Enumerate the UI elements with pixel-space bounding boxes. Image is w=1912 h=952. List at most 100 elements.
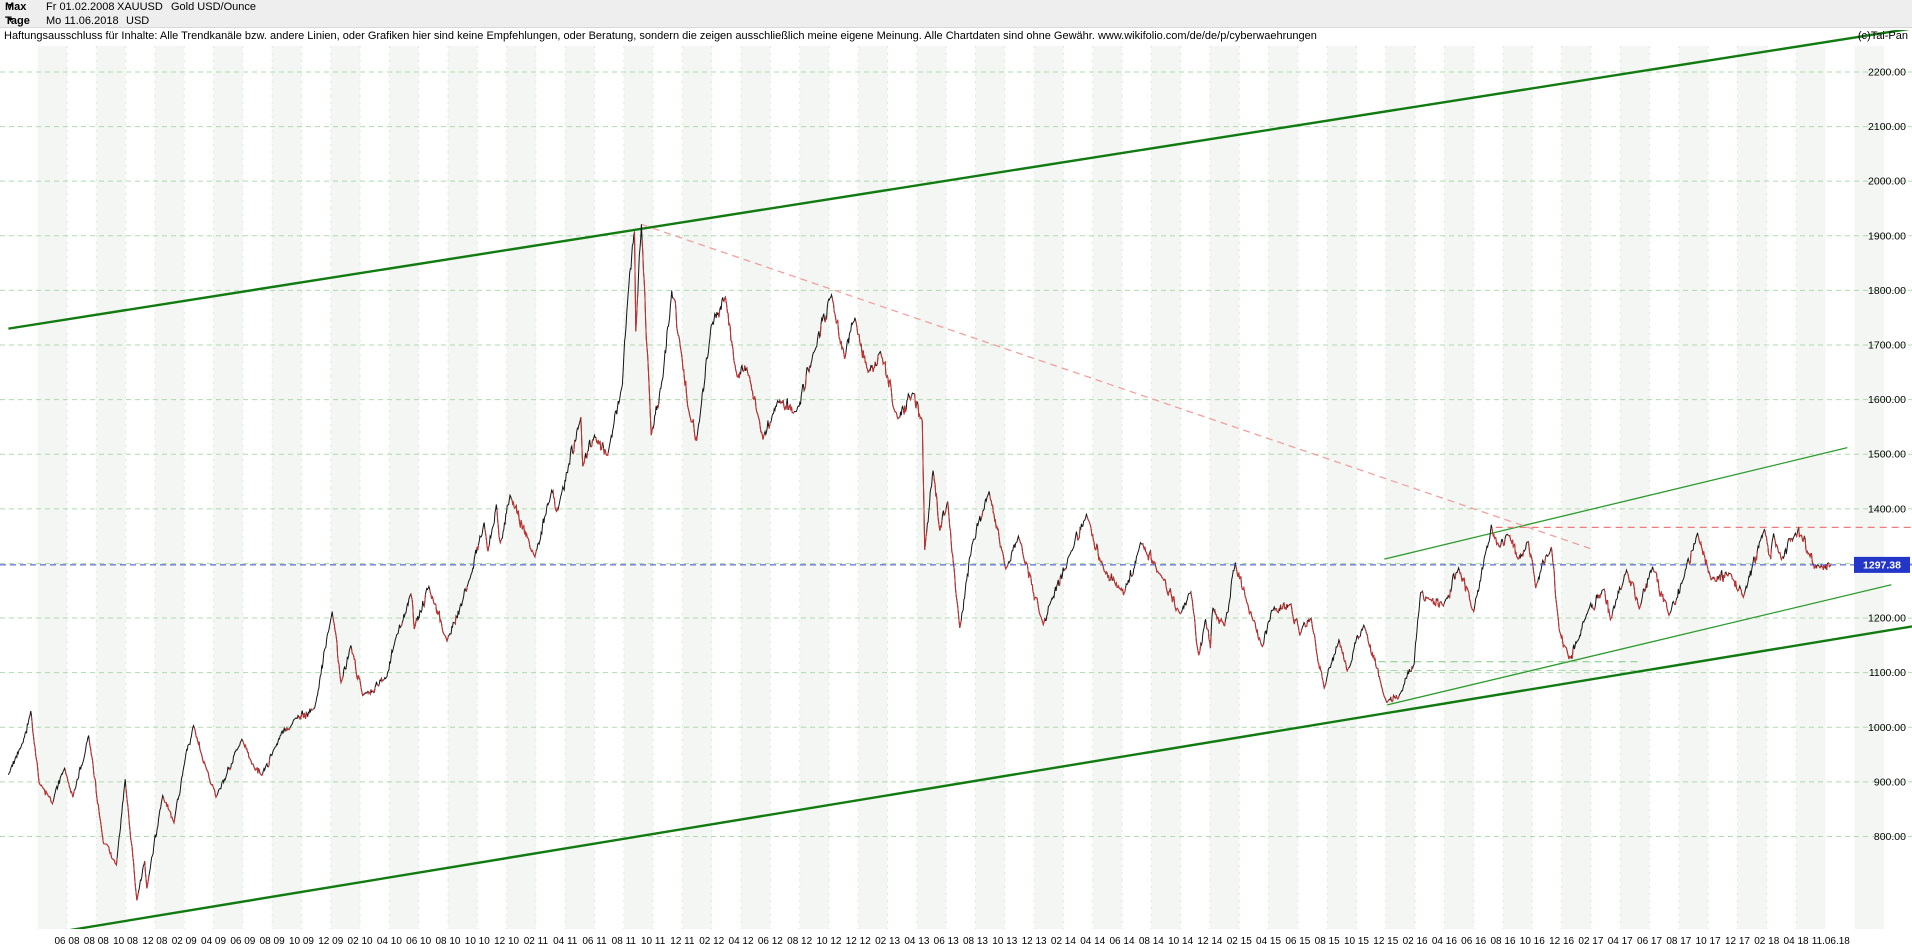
x-axis-label: 08 09 bbox=[260, 936, 285, 947]
x-axis-label: 06 12 bbox=[758, 936, 783, 947]
x-axis-label: 06 09 bbox=[230, 936, 255, 947]
instrument-name: Gold USD/Ounce bbox=[171, 1, 256, 13]
x-axis-label: 10 14 bbox=[1168, 936, 1193, 947]
x-axis-label: 08 16 bbox=[1490, 936, 1515, 947]
disclaimer-row: Haftungsausschluss für Inhalte: Alle Tre… bbox=[0, 28, 1912, 46]
copyright-label: (c)Tai-Pan bbox=[1857, 30, 1908, 42]
x-axis-label: 08 14 bbox=[1139, 936, 1164, 947]
trendline-rising-support-2016 bbox=[1387, 584, 1892, 706]
x-axis-label: 02 17 bbox=[1578, 936, 1603, 947]
x-axis-label: 12 11 bbox=[670, 936, 695, 947]
x-axis-label: 12 12 bbox=[846, 936, 871, 947]
x-axis-label: 10 17 bbox=[1696, 936, 1721, 947]
x-axis-label: 02 16 bbox=[1403, 936, 1428, 947]
x-axis-label: 12 09 bbox=[318, 936, 343, 947]
range-label: Max bbox=[5, 1, 27, 13]
price-series-down bbox=[31, 231, 1832, 901]
x-axis-label: 02 11 bbox=[524, 936, 549, 947]
start-date-field[interactable]: Fr 01.02.2008 bbox=[46, 1, 115, 13]
y-axis-label: 2200.00 bbox=[1868, 66, 1906, 78]
y-axis-label: 1700.00 bbox=[1868, 340, 1906, 352]
x-axis-label: 08 08 bbox=[84, 936, 109, 947]
y-axis-labels: 800.00900.001000.001100.001200.001300.00… bbox=[1868, 66, 1906, 843]
x-axis-label: 04 17 bbox=[1608, 936, 1633, 947]
x-axis-label: 08 13 bbox=[963, 936, 988, 947]
x-axis-label: 12 14 bbox=[1197, 936, 1222, 947]
x-axis-label: 08 17 bbox=[1666, 936, 1691, 947]
x-axis-last-label: 11.06.18 bbox=[1812, 936, 1851, 947]
x-axis-label: 04 12 bbox=[729, 936, 754, 947]
x-axis-label: 04 18 bbox=[1784, 936, 1809, 947]
y-axis-label: 800.00 bbox=[1874, 831, 1906, 843]
x-axis-label: 04 10 bbox=[377, 936, 402, 947]
x-axis-label: 12 13 bbox=[1022, 936, 1047, 947]
x-axis-label: 04 16 bbox=[1432, 936, 1457, 947]
currency-label: USD bbox=[126, 15, 150, 27]
y-axis-label: 1000.00 bbox=[1868, 722, 1906, 734]
x-axis-label: 02 14 bbox=[1051, 936, 1076, 947]
x-axis-label: 10 10 bbox=[465, 936, 490, 947]
y-axis-label: 1600.00 bbox=[1868, 394, 1906, 406]
x-axis-label: 06 08 bbox=[54, 936, 79, 947]
x-axis-label: 04 13 bbox=[904, 936, 929, 947]
x-axis-label: 10 09 bbox=[289, 936, 314, 947]
chevron-down-icon: ▼ bbox=[7, 17, 14, 24]
disclaimer-text: Haftungsausschluss für Inhalte: Alle Tre… bbox=[4, 30, 1317, 42]
x-axis-label: 06 11 bbox=[582, 936, 607, 947]
y-axis-label: 1200.00 bbox=[1868, 613, 1906, 625]
x-axis-labels: 06 08 08 08 10 08 12 08 02 09 04 09 06 09 08 09… bbox=[54, 936, 1850, 947]
end-date-field[interactable]: Mo 11.06.2018 bbox=[46, 15, 119, 27]
x-axis-label: 10 13 bbox=[992, 936, 1017, 947]
x-axis-label: 12 08 bbox=[142, 936, 167, 947]
period-label: Tage bbox=[5, 15, 30, 27]
y-axis-label: 1100.00 bbox=[1869, 667, 1906, 679]
x-axis-label: 04 09 bbox=[201, 936, 226, 947]
x-axis-label: 06 13 bbox=[934, 936, 959, 947]
x-axis-label: 02 18 bbox=[1754, 936, 1779, 947]
x-axis-label: 12 10 bbox=[494, 936, 519, 947]
x-axis-label: 10 12 bbox=[816, 936, 841, 947]
x-axis-label: 12 15 bbox=[1373, 936, 1398, 947]
trendline-rising-resistance-2016 bbox=[1384, 447, 1848, 560]
y-axis-label: 900.00 bbox=[1874, 776, 1906, 788]
x-axis-label: 06 10 bbox=[406, 936, 431, 947]
background-stripes bbox=[37, 46, 1884, 929]
y-axis-label: 1500.00 bbox=[1868, 449, 1906, 461]
x-axis-label: 12 16 bbox=[1549, 936, 1574, 947]
y-axis-label: 1400.00 bbox=[1868, 503, 1906, 515]
horizontal-gridlines bbox=[0, 71, 1912, 837]
trendlines bbox=[8, 30, 1912, 929]
x-axis-label: 12 17 bbox=[1725, 936, 1750, 947]
y-axis-label: 2100.00 bbox=[1868, 121, 1906, 133]
trendline-upper-channel bbox=[8, 30, 1911, 330]
x-axis-label: 02 12 bbox=[699, 936, 724, 947]
x-axis-label: 10 11 bbox=[641, 936, 666, 947]
x-axis-label: 06 16 bbox=[1461, 936, 1486, 947]
x-axis-label: 08 11 bbox=[612, 936, 637, 947]
x-axis-label: 04 15 bbox=[1256, 936, 1281, 947]
chart-header: Max ▼ Fr 01.02.2008 XAUUSD Gold USD/Ounce… bbox=[0, 0, 1912, 28]
x-axis-label: 10 15 bbox=[1344, 936, 1369, 947]
current-price-tag: 1297.38 bbox=[1854, 556, 1910, 573]
x-axis-label: 02 15 bbox=[1227, 936, 1252, 947]
x-axis-label: 02 13 bbox=[875, 936, 900, 947]
x-axis-label: 06 15 bbox=[1285, 936, 1310, 947]
y-axis-label: 1800.00 bbox=[1868, 285, 1906, 297]
x-axis-label: 02 10 bbox=[348, 936, 373, 947]
symbol-label: XAUUSD bbox=[117, 1, 163, 13]
x-axis-label: 02 09 bbox=[172, 936, 197, 947]
y-axis-label: 2000.00 bbox=[1868, 176, 1906, 188]
x-axis-label: 06 17 bbox=[1637, 936, 1662, 947]
svg-text:1297.38: 1297.38 bbox=[1863, 559, 1901, 571]
x-axis-label: 08 15 bbox=[1315, 936, 1340, 947]
trendline-lower-channel bbox=[69, 625, 1912, 929]
x-axis-label: 08 10 bbox=[435, 936, 460, 947]
x-axis-label: 06 14 bbox=[1110, 936, 1135, 947]
x-axis-label: 10 16 bbox=[1520, 936, 1545, 947]
x-axis-label: 08 12 bbox=[787, 936, 812, 947]
y-axis-label: 1900.00 bbox=[1868, 230, 1906, 242]
x-axis-label: 10 08 bbox=[113, 936, 138, 947]
x-axis-label: 04 11 bbox=[553, 936, 578, 947]
